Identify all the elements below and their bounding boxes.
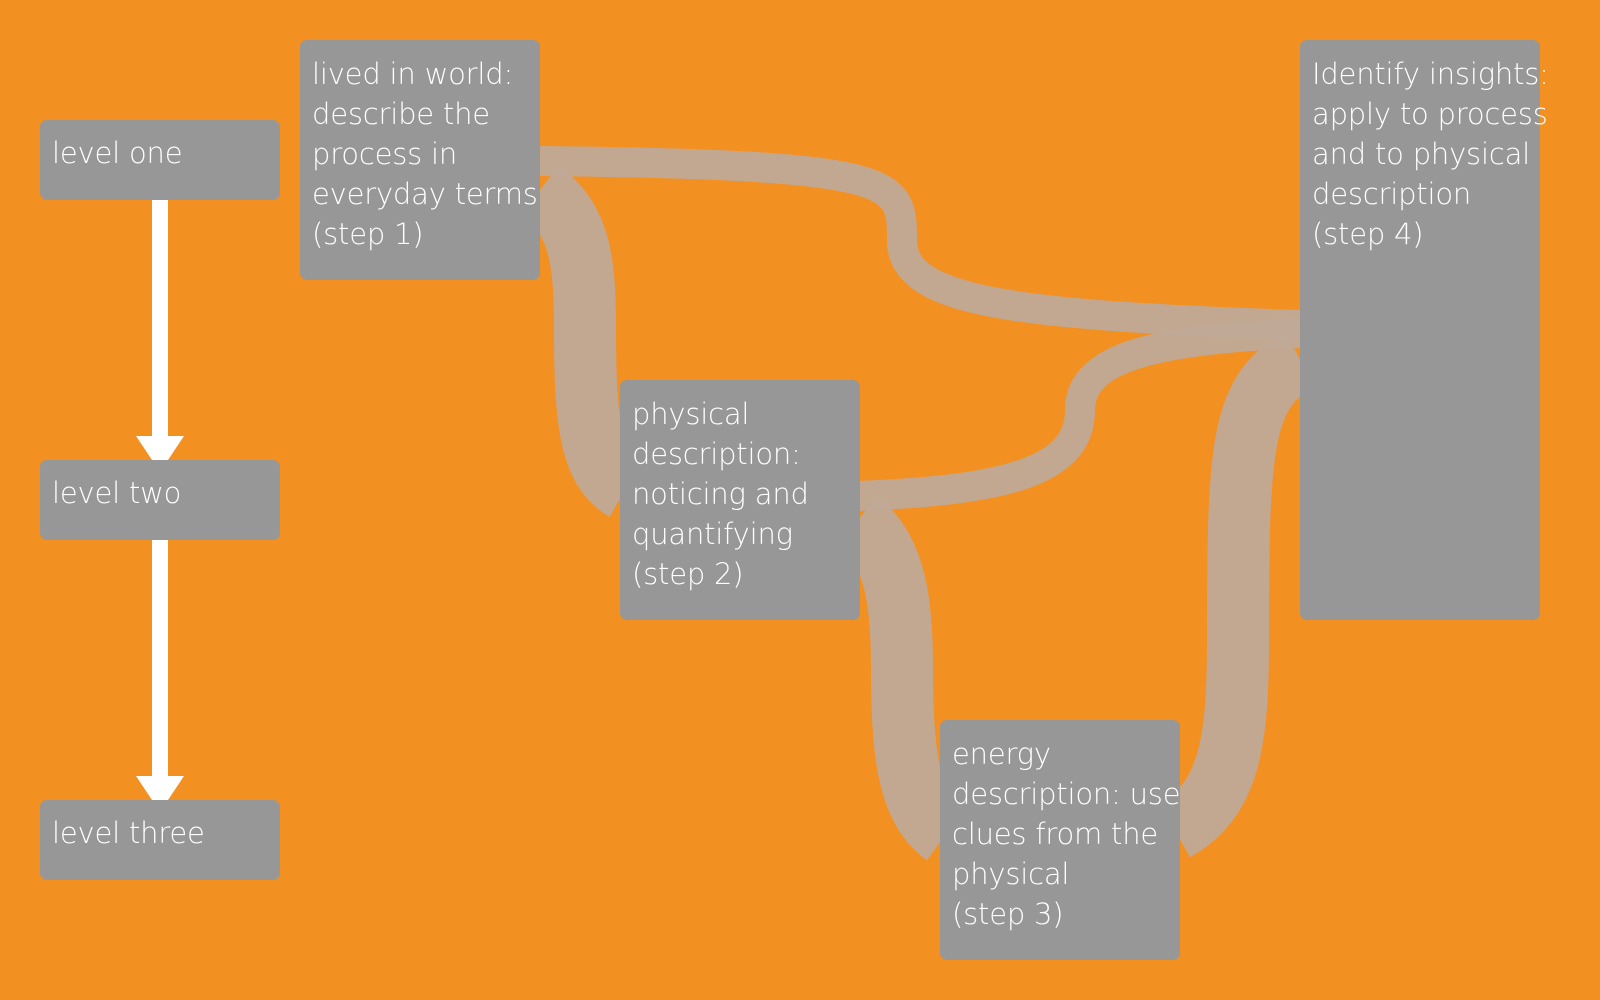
arrow-head	[136, 776, 184, 812]
step-text-line: apply to process	[1312, 97, 1548, 131]
step-text-line: lived in world:	[312, 57, 514, 91]
step-text-line: physical	[632, 397, 750, 431]
link-step2-step3	[837, 495, 965, 861]
step-2-box: physical description: noticing and quant…	[620, 380, 860, 620]
level-label: level one	[52, 136, 183, 170]
step-number: (step 4)	[1312, 217, 1424, 251]
step-text-line: and to physical	[1312, 137, 1530, 171]
link-step1-step4	[539, 146, 1301, 340]
arrow-head	[136, 436, 184, 472]
step-number: (step 1)	[312, 217, 424, 251]
link-step2-step4	[857, 318, 1301, 511]
step-text-line: description:	[632, 437, 801, 471]
level-arrow-1	[136, 192, 184, 472]
step-text-line: energy	[952, 737, 1051, 771]
step-number: (step 2)	[632, 557, 744, 591]
step-text-line: clues from the	[952, 817, 1159, 851]
step-text-line: description	[1312, 177, 1472, 211]
step-4-box: Identify insights: apply to process and …	[1300, 40, 1549, 620]
step-text-line: Identify insights:	[1312, 57, 1549, 91]
level-label: level two	[52, 476, 182, 510]
link-step1-step2	[520, 165, 643, 517]
step-1-box: lived in world: describe the process in …	[300, 40, 540, 280]
level-label: level three	[52, 816, 205, 850]
arrow-shaft	[152, 192, 168, 442]
step-text-line: process in	[312, 137, 458, 171]
level-one-box: level one	[40, 120, 280, 200]
step-3-box: energy description: use clues from the p…	[940, 720, 1181, 960]
step-text-line: quantifying	[632, 517, 793, 551]
level-arrow-2	[136, 532, 184, 812]
step-text-line: noticing and	[632, 477, 809, 511]
step-text-line: description: use	[952, 777, 1181, 811]
level-three-box: level three	[40, 800, 280, 880]
step-text-line: everyday terms	[312, 177, 538, 211]
step-number: (step 3)	[952, 897, 1064, 931]
arrow-shaft	[152, 532, 168, 782]
link-step3-step4	[1158, 332, 1315, 858]
step-text-line: describe the	[312, 97, 490, 131]
level-two-box: level two	[40, 460, 280, 540]
step-text-line: physical	[952, 857, 1070, 891]
